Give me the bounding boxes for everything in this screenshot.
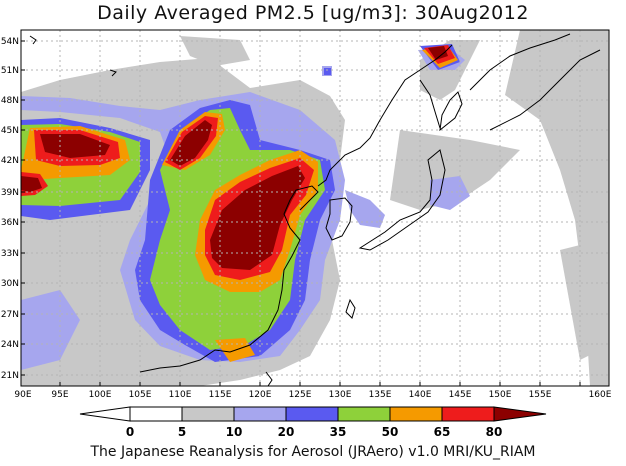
lat-labels: 54N 51N 48N 45N 42N 39N 36N 33N 30N 27N …: [1, 37, 19, 381]
lat-label: 24N: [1, 340, 19, 350]
lat-label: 51N: [1, 66, 19, 76]
axis-ticks: [21, 40, 581, 386]
colorbar-label: 50: [382, 425, 399, 439]
colorbar-bin-5-10: [181, 406, 235, 422]
colorbar-bin-10-20: [233, 406, 287, 422]
colorbar-bin-35-50: [337, 406, 391, 422]
colorbar-label: 0: [126, 425, 134, 439]
lat-label: 33N: [1, 249, 19, 259]
colorbar-arrow-high: [493, 406, 547, 422]
lat-label: 45N: [1, 126, 19, 136]
lon-label: 90E: [14, 390, 31, 400]
colorbar-bin-20-35: [285, 406, 339, 422]
lon-label: 110E: [169, 390, 192, 400]
colorbar-label: 5: [178, 425, 186, 439]
lat-label: 21N: [1, 371, 19, 381]
lat-label: 36N: [1, 218, 19, 228]
graticule: [21, 30, 609, 386]
colorbar-labels: 0 5 10 20 35 50 65 80: [126, 425, 503, 439]
colorbar-bin-65-80: [441, 406, 495, 422]
colorbar-label: 10: [226, 425, 243, 439]
colorbar: [79, 406, 547, 422]
lat-label: 48N: [1, 96, 19, 106]
lat-label: 54N: [1, 37, 19, 47]
lon-label: 105E: [129, 390, 152, 400]
pm25-field: [21, 30, 609, 386]
footer-credit: The Japanese Reanalysis for Aerosol (JRA…: [90, 444, 536, 460]
lon-label: 160E: [589, 390, 612, 400]
lat-label: 30N: [1, 279, 19, 289]
lon-label: 155E: [529, 390, 552, 400]
lat-label: 42N: [1, 156, 19, 166]
colorbar-label: 80: [486, 425, 503, 439]
lat-label: 27N: [1, 310, 19, 320]
colorbar-label: 65: [434, 425, 451, 439]
lon-label: 135E: [369, 390, 392, 400]
lon-label: 130E: [329, 390, 352, 400]
lon-label: 95E: [51, 390, 68, 400]
colorbar-bin-50-65: [389, 406, 443, 422]
lon-label: 150E: [489, 390, 512, 400]
plot-border: [20, 29, 610, 387]
colorbar-label: 35: [330, 425, 347, 439]
lon-label: 120E: [249, 390, 272, 400]
lon-label: 125E: [289, 390, 312, 400]
lon-label: 140E: [409, 390, 432, 400]
lon-labels: 90E 95E 100E 105E 110E 115E 120E 125E 13…: [14, 390, 611, 400]
lat-label: 39N: [1, 188, 19, 198]
lon-label: 145E: [449, 390, 472, 400]
coastlines: [29, 33, 601, 386]
map-title: Daily Averaged PM2.5 [ug/m3]: 30Aug2012: [97, 2, 529, 24]
lon-label: 100E: [89, 390, 112, 400]
lon-label: 115E: [209, 390, 232, 400]
colorbar-bin-0-5: [129, 406, 183, 422]
colorbar-arrow-low: [79, 406, 131, 422]
colorbar-label: 20: [278, 425, 295, 439]
